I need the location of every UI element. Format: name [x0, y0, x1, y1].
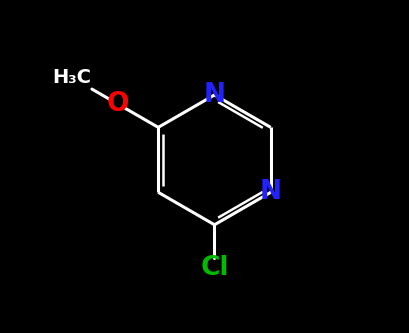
Text: N: N: [204, 82, 225, 108]
Text: N: N: [260, 179, 282, 205]
Text: Cl: Cl: [200, 255, 229, 281]
Text: H₃C: H₃C: [52, 68, 91, 87]
Text: O: O: [107, 91, 129, 117]
